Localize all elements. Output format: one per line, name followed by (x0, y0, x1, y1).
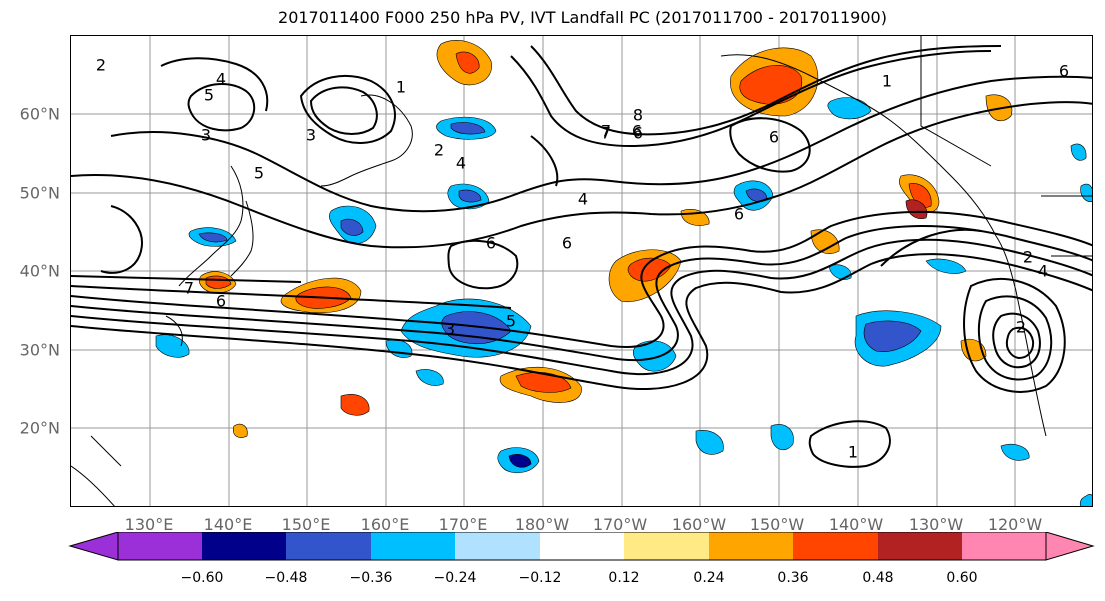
contour-label: 7 (184, 279, 194, 298)
contour-label: 1 (396, 78, 406, 97)
map-panel: 2 4 5 3 1 2 4 3 5 7 6 8 7 6 6 4 6 6 6 3 … (70, 35, 1093, 507)
contour-label: 6 (633, 124, 643, 143)
colorbar-segments (117, 532, 1047, 561)
contour-label: 5 (254, 164, 264, 183)
map-canvas: 2 4 5 3 1 2 4 3 5 7 6 8 7 6 6 4 6 6 6 3 … (71, 36, 1092, 506)
contour-label: 2 (1023, 248, 1033, 267)
lat-label-40n: 40°N (19, 261, 60, 281)
lon-label-170w: 170°W (592, 515, 648, 534)
contour-label: 2 (96, 56, 106, 75)
lon-label-150e: 150°E (281, 515, 331, 534)
lat-label-50n: 50°N (19, 183, 60, 203)
contour-label: 4 (216, 70, 226, 89)
contour-label: 3 (201, 126, 211, 145)
colorbar-segment (624, 532, 709, 560)
colorbar-segment (962, 532, 1046, 560)
contour-label: 6 (216, 292, 226, 311)
colorbar-tick: 0.36 (777, 570, 809, 586)
lon-label-140w: 140°W (828, 515, 884, 534)
contour-label: 6 (769, 128, 779, 147)
contour-label: 6 (562, 234, 572, 253)
colorbar-tick: −0.36 (349, 570, 393, 586)
contour-label: 4 (456, 154, 466, 173)
lon-label-140e: 140°E (203, 515, 253, 534)
colorbar (68, 532, 1095, 561)
lon-label-170e: 170°E (438, 515, 488, 534)
contour-label: 6 (734, 205, 744, 224)
colorbar-low-extend (68, 532, 119, 561)
contour-label: 5 (506, 312, 516, 331)
contour-label: 7 (601, 124, 611, 143)
lon-label-160w: 160°W (671, 515, 727, 534)
lon-label-180w: 180°W (514, 515, 570, 534)
colorbar-segment (202, 532, 286, 560)
colorbar-tick: 0.24 (693, 570, 725, 586)
lon-label-150w: 150°W (749, 515, 805, 534)
colorbar-segment (878, 532, 962, 560)
gridlines (71, 36, 1092, 506)
lon-label-130e: 130°E (124, 515, 174, 534)
colorbar-segment (118, 532, 202, 560)
lon-label-160e: 160°E (360, 515, 410, 534)
colorbar-tick: 0.48 (862, 570, 894, 586)
colorbar-tick: −0.12 (518, 570, 562, 586)
colorbar-tick: −0.48 (264, 570, 308, 586)
contour-label: 6 (1059, 62, 1069, 81)
map-title: 2017011400 F000 250 hPa PV, IVT Landfall… (278, 8, 887, 27)
colorbar-tick: −0.24 (433, 570, 477, 586)
colorbar-segment (793, 532, 878, 560)
contour-label: 2 (434, 141, 444, 160)
contour-label: 4 (1038, 262, 1048, 281)
pv-contours (71, 45, 1092, 468)
contour-label: 6 (486, 234, 496, 253)
colorbar-tick: 0.60 (946, 570, 978, 586)
colorbar-segment (371, 532, 455, 560)
contour-label: 6 (632, 122, 642, 141)
contour-label: 1 (848, 443, 858, 462)
colorbar-segment (540, 532, 624, 560)
ivt-negative-anomalies (155, 97, 1092, 506)
colorbar-segment (709, 532, 793, 560)
contour-label: 3 (306, 126, 316, 145)
colorbar-tick: 0.12 (608, 570, 640, 586)
colorbar-segment (286, 532, 371, 560)
contour-label: 5 (204, 86, 214, 105)
contour-label: 3 (445, 320, 455, 339)
contour-label: 7 (601, 122, 611, 141)
colorbar-segment (455, 532, 540, 560)
lat-label-60n: 60°N (19, 104, 60, 124)
ivt-positive-anomalies (198, 40, 1013, 438)
lon-label-120w: 120°W (987, 515, 1043, 534)
lat-label-30n: 30°N (19, 340, 60, 360)
contour-label: 4 (578, 190, 588, 209)
contour-labels: 2 4 5 3 1 2 4 3 5 7 6 8 7 6 6 4 6 6 6 3 … (96, 56, 1069, 462)
contour-label: 2 (1016, 318, 1026, 337)
colorbar-high-extend (1045, 532, 1095, 561)
colorbar-tick: −0.60 (180, 570, 224, 586)
contour-label: 1 (882, 72, 892, 91)
lat-label-20n: 20°N (19, 418, 60, 438)
lon-label-130w: 130°W (908, 515, 964, 534)
contour-label: 8 (633, 106, 643, 125)
